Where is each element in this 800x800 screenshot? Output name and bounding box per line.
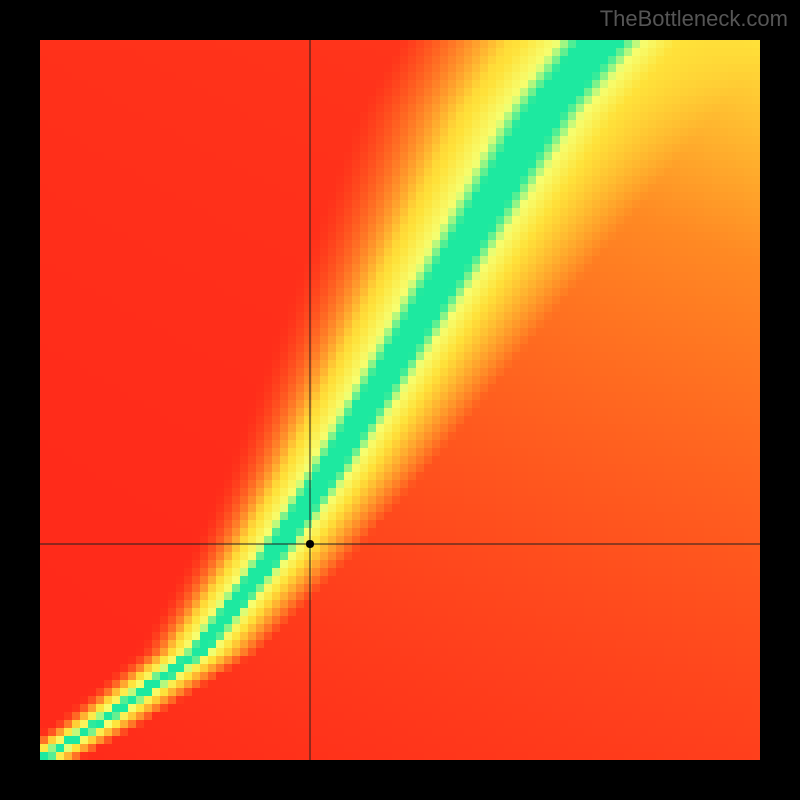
plot-area <box>40 40 760 760</box>
watermark-text: TheBottleneck.com <box>600 6 788 32</box>
chart-container: TheBottleneck.com <box>0 0 800 800</box>
heatmap-canvas <box>40 40 760 760</box>
